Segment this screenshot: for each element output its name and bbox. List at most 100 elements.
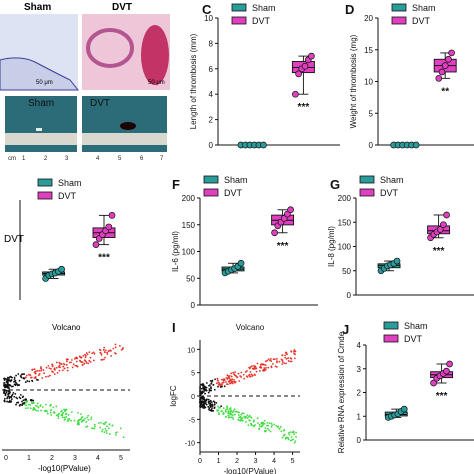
volcano-left-point	[41, 406, 44, 408]
volcano-point	[205, 388, 207, 391]
volcano-left-point	[20, 376, 23, 379]
volcano-point	[282, 429, 285, 432]
volcano-left-point	[112, 347, 115, 350]
volcano-point	[242, 373, 245, 376]
volcano-left-point	[89, 356, 92, 359]
volcano-point	[213, 388, 216, 391]
volcano-point	[230, 372, 233, 375]
data-point-dvt	[435, 74, 443, 82]
volcano-left-point	[108, 433, 111, 435]
volcano-left-point	[36, 369, 39, 372]
volcano-point	[274, 358, 276, 361]
volcano-left-point	[81, 361, 84, 364]
volcano-point	[264, 360, 267, 363]
volcano-point	[264, 427, 267, 430]
volcano-point	[215, 401, 218, 404]
y-axis-label: Length of thrombosis (mm)	[189, 33, 198, 129]
volcano-point	[226, 406, 229, 409]
panel-i-chart: Volcano -10 -5 0 5 10 0 1 2 3 4 5 logFC -log10(PValue…	[169, 323, 300, 474]
volcano-point	[253, 367, 256, 370]
volcano-left-point	[76, 423, 79, 426]
volcano-left-point	[85, 362, 88, 364]
histology-sham-tissue	[0, 57, 80, 91]
volcano-point	[254, 424, 257, 426]
volcano-left-point	[10, 385, 13, 388]
volcano-left-point	[24, 403, 26, 406]
panel-d-chart: Sham DVT 0 5 10 15 20 Weight of thrombosis (mg)…	[349, 3, 474, 150]
volcano-left-point	[103, 423, 106, 426]
volcano-left-point	[56, 371, 59, 374]
significance-label: ***	[433, 246, 445, 257]
volcano-left-point	[106, 351, 109, 354]
volcano-left-point	[25, 374, 28, 377]
volcano-point	[287, 357, 290, 359]
volcano-left-point	[65, 412, 68, 415]
volcano-left-point	[34, 372, 37, 375]
volcano-point	[230, 380, 233, 383]
volcano-left-point	[81, 419, 84, 422]
volcano-left-point	[83, 362, 86, 365]
volcano-left-point	[46, 410, 49, 413]
volcano-point	[233, 373, 236, 376]
volcano-point	[270, 425, 273, 428]
volcano-point	[283, 433, 286, 436]
volcano-left-points	[3, 343, 125, 439]
volcano-point	[231, 416, 234, 419]
volcano-left-point	[33, 376, 36, 379]
legend-label-dvt: DVT	[380, 188, 399, 198]
volcano-point	[241, 412, 244, 415]
volcano-point	[204, 399, 207, 402]
volcano-point	[248, 375, 251, 377]
volcano-left-point	[73, 419, 76, 422]
volcano-point	[203, 402, 206, 405]
volcano-point	[233, 378, 236, 381]
panel-g-chart: Sham DVT 0 50 100 150 200 IL-8 (pg/ml) ***	[327, 175, 474, 300]
volcano-point	[267, 424, 269, 427]
volcano-point	[270, 358, 272, 360]
volcano-point	[263, 419, 266, 422]
volcano-point	[243, 377, 246, 380]
volcano-left-point	[61, 416, 64, 419]
volcano-point	[271, 363, 274, 365]
y-tick-label: 20	[364, 14, 373, 23]
volcano-left-point	[57, 417, 60, 420]
volcano-left-point	[85, 354, 87, 357]
volcano-left-point	[57, 415, 60, 418]
ruler-tick-6: 6	[140, 156, 144, 162]
volcano-point	[259, 365, 262, 368]
volcano-left-xtick-4: 4	[96, 455, 100, 462]
volcano-point	[293, 441, 296, 444]
volcano-point	[288, 433, 291, 436]
volcano-left-point	[34, 376, 37, 378]
volcano-point	[274, 365, 277, 368]
panel-letter-i: I	[172, 320, 176, 335]
y-tick-label: 50	[186, 274, 195, 283]
volcano-point	[245, 415, 247, 418]
y-tick-label: 100	[182, 248, 196, 257]
volcano-left-xlabel: -log10(PValue)	[38, 464, 91, 473]
volcano-left-point	[43, 372, 45, 375]
data-point-dvt	[436, 226, 444, 233]
volcano-point	[270, 365, 273, 368]
data-point-dvt	[301, 62, 309, 70]
volcano-left-point	[45, 375, 47, 378]
y-tick-label: 5	[191, 371, 195, 378]
volcano-point	[260, 425, 263, 428]
volcano-point	[240, 376, 243, 378]
volcano-point	[269, 359, 271, 362]
volcano-left-point	[41, 377, 44, 379]
volcano-point	[235, 375, 238, 378]
volcano-left-point	[80, 413, 82, 416]
volcano-left-point	[106, 353, 109, 355]
volcano-point	[276, 360, 278, 362]
ruler-tick-1: 1	[22, 156, 26, 162]
volcano-left-point	[53, 373, 56, 376]
volcano-left-point	[3, 384, 5, 387]
volcano-left-point	[107, 350, 110, 353]
x-tick-label: 1	[217, 458, 221, 465]
volcano-left-point	[93, 423, 96, 426]
dvt-ruler-label: DVT	[90, 98, 110, 109]
ruler-tick-3: 3	[65, 156, 69, 162]
panel-letter-g: G	[330, 177, 340, 192]
